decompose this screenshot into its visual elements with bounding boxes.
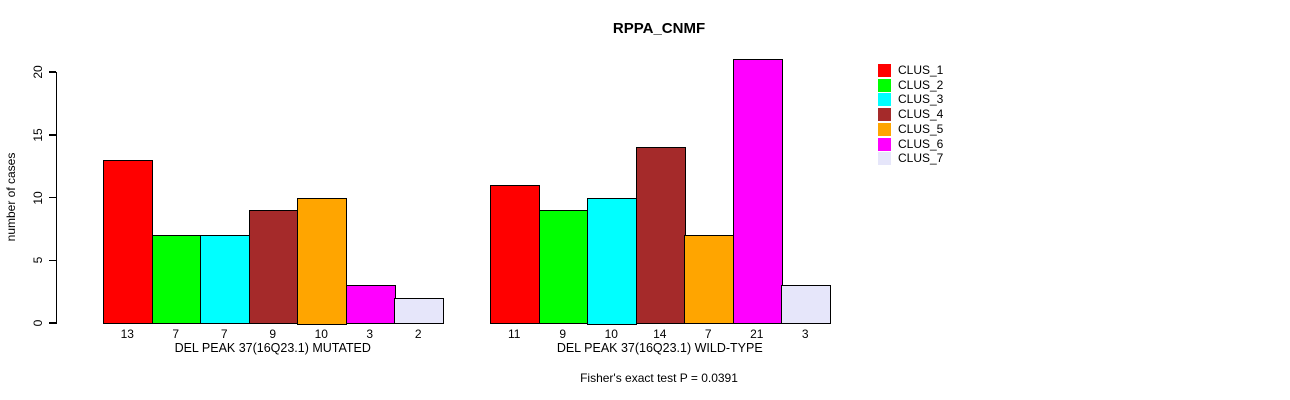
bar-value-label: 9 <box>269 327 277 341</box>
y-axis-tick-label: 0 <box>31 319 45 327</box>
legend-label: CLUS_2 <box>898 77 944 92</box>
y-axis-tick <box>48 196 56 199</box>
y-axis-tick-label: 10 <box>31 190 45 205</box>
y-axis-tick <box>48 71 56 73</box>
y-axis-line <box>55 72 57 324</box>
bar-clus_5-group2 <box>684 235 734 325</box>
bar-clus_4-group2 <box>635 147 686 325</box>
footnote-fishers-test: Fisher's exact test P = 0.0391 <box>580 371 738 385</box>
bar-value-label: 21 <box>750 327 764 341</box>
legend-label: CLUS_1 <box>898 63 944 77</box>
legend-label: CLUS_4 <box>898 107 944 122</box>
legend-swatch-clus_3 <box>878 93 891 107</box>
category-label-group2: DEL PEAK 37(16Q23.1) WILD-TYPE <box>556 341 763 355</box>
bar-clus_2-group2 <box>538 210 589 325</box>
legend-swatch-clus_1 <box>878 64 891 77</box>
bar-value-label: 13 <box>120 327 134 341</box>
y-axis-tick-label: 15 <box>31 128 45 142</box>
bar-value-label: 2 <box>414 327 422 341</box>
bar-value-label: 10 <box>604 327 618 341</box>
y-axis-tick <box>48 134 56 136</box>
bar-value-label: 7 <box>704 327 712 341</box>
legend-label: CLUS_3 <box>898 92 944 107</box>
bar-clus_5-group1 <box>297 197 347 325</box>
bar-value-label: 7 <box>172 327 180 341</box>
bar-clus_3-group2 <box>587 197 637 325</box>
legend-swatch-clus_6 <box>878 137 891 151</box>
bar-clus_2-group1 <box>151 235 202 325</box>
bar-value-label: 3 <box>801 327 809 341</box>
bar-clus_1-group1 <box>103 159 153 325</box>
legend-label: CLUS_5 <box>898 121 944 136</box>
bar-value-label: 3 <box>366 327 374 341</box>
bar-clus_7-group2 <box>781 285 831 325</box>
legend-label: CLUS_6 <box>898 136 944 151</box>
legend-swatch-clus_2 <box>878 78 891 92</box>
y-axis-tick <box>48 259 56 261</box>
bar-clus_6-group2 <box>732 59 783 325</box>
legend-swatch-clus_5 <box>878 122 891 136</box>
chart-title: RPPA_CNMF <box>612 20 706 37</box>
y-axis-title-text: number of cases <box>4 152 18 242</box>
legend-swatch-clus_4 <box>878 108 891 122</box>
category-label-group1: DEL PEAK 37(16Q23.1) MUTATED <box>174 341 371 355</box>
bar-clus_6-group1 <box>345 285 396 325</box>
bar-value-label: 14 <box>653 327 667 341</box>
y-axis-tick-label: 20 <box>31 65 45 79</box>
y-axis-tick <box>48 322 56 324</box>
bar-value-label: 11 <box>508 327 521 341</box>
y-axis-tick-label: 5 <box>31 256 45 264</box>
bar-value-label: 7 <box>220 327 228 341</box>
legend-label: CLUS_7 <box>898 151 944 166</box>
bar-clus_1-group2 <box>490 184 540 325</box>
bar-value-label: 9 <box>559 327 567 341</box>
bar-clus_7-group1 <box>394 297 444 325</box>
bar-clus_3-group1 <box>200 235 250 325</box>
bar-value-label: 10 <box>314 327 328 341</box>
bar-clus_4-group1 <box>248 210 299 325</box>
legend-swatch-clus_7 <box>878 152 891 166</box>
